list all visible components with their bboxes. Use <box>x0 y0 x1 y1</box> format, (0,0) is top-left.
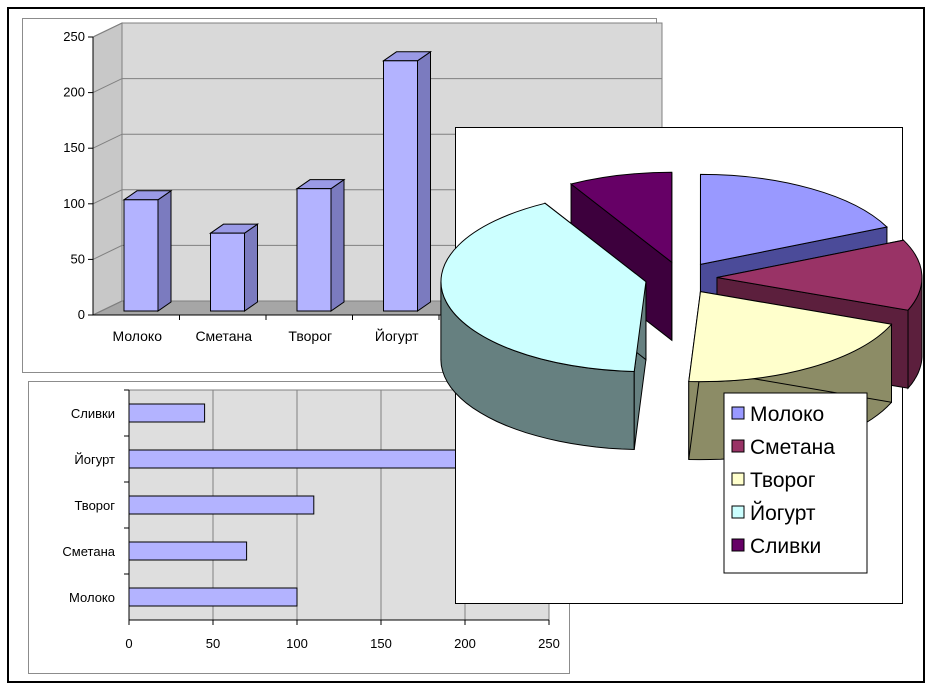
y-tick-label: 100 <box>63 196 85 211</box>
column-side <box>417 50 431 312</box>
legend-label: Молоко <box>750 403 824 426</box>
y-tick-label: 150 <box>63 140 85 155</box>
x-tick-label: Сметана <box>195 328 252 344</box>
y-tick-label: 50 <box>71 251 85 266</box>
legend-label: Творог <box>750 469 816 492</box>
legend-swatch <box>731 538 745 552</box>
column-side <box>157 189 172 312</box>
bar-1 <box>128 449 508 469</box>
legend-label: Сметана <box>750 436 835 459</box>
legend-swatch <box>731 505 745 519</box>
x-tick-label: 150 <box>370 636 392 651</box>
y-tick-label: Сметана <box>62 544 115 559</box>
x-tick-label: Молоко <box>113 328 163 344</box>
pie-slice-2 <box>688 291 893 383</box>
x-tick-label: 250 <box>538 636 560 651</box>
legend-label: Сливки <box>750 535 821 558</box>
x-tick-label: 200 <box>454 636 476 651</box>
bar-3 <box>128 541 248 561</box>
column-3 <box>383 60 418 312</box>
legend-box <box>723 392 868 574</box>
x-tick-label: 0 <box>125 636 132 651</box>
column-0 <box>123 199 159 312</box>
pie-chart-3d: Молоко Сметана Творог Йогурт Сливки <box>440 127 923 604</box>
y-tick-label: Йогурт <box>74 452 115 467</box>
legend-swatch <box>731 439 745 453</box>
y-tick-label: Молоко <box>69 590 115 605</box>
gridline <box>92 22 662 38</box>
x-tick-label: 100 <box>286 636 308 651</box>
y-tick-label: Творог <box>74 498 115 513</box>
pie-slice-1 <box>716 239 923 311</box>
bar-2 <box>128 495 315 515</box>
y-tick-label: 200 <box>63 85 85 100</box>
x-tick-label: Йогурт <box>375 327 419 344</box>
legend-swatch <box>731 406 745 420</box>
bar-0 <box>128 403 206 423</box>
column-1 <box>210 232 245 312</box>
x-tick-label: 50 <box>206 636 220 651</box>
x-tick-label: Творог <box>288 328 332 344</box>
pie-slice-0 <box>699 173 888 265</box>
legend-label: Йогурт <box>750 501 816 525</box>
column-side <box>330 178 345 312</box>
y-tick-label: Сливки <box>71 406 115 421</box>
pie-slice-4 <box>569 171 673 264</box>
y-tick-label: 250 <box>63 29 85 44</box>
pie-chart-svg: Молоко Сметана Творог Йогурт Сливки <box>440 171 923 574</box>
bar-4 <box>128 587 298 607</box>
legend-swatch <box>731 472 745 486</box>
side-wall <box>92 22 123 316</box>
column-2 <box>296 188 332 312</box>
gridline <box>92 78 662 94</box>
column-side <box>244 223 258 312</box>
y-tick-label: 0 <box>78 307 85 322</box>
pie-slice-3 <box>440 202 647 373</box>
